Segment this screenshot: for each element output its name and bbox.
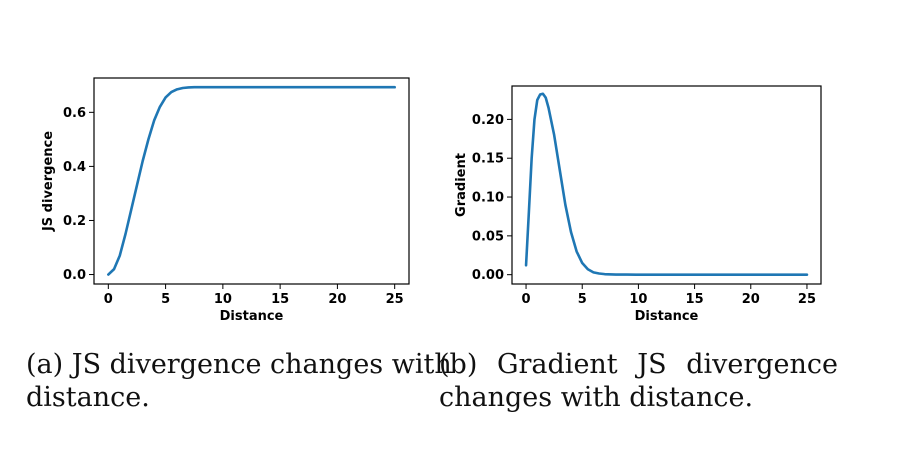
y-tick-label: 0.0 bbox=[63, 268, 86, 283]
x-tick-label: 5 bbox=[578, 292, 587, 307]
x-tick-label: 20 bbox=[328, 292, 346, 307]
y-tick-label: 0.6 bbox=[63, 106, 86, 121]
y-tick-label: 0.05 bbox=[472, 229, 504, 244]
caption-b-line2: changes with distance. bbox=[439, 382, 754, 413]
caption-a: (a) JS divergence changes with distance. bbox=[26, 348, 452, 414]
caption-b-word: JS bbox=[637, 349, 667, 380]
caption-b-word: (b) bbox=[439, 349, 478, 380]
x-tick-label: 20 bbox=[742, 292, 760, 307]
x-tick-label: 10 bbox=[629, 292, 647, 307]
caption-a-line2: distance. bbox=[26, 382, 150, 413]
series-line bbox=[107, 85, 396, 276]
caption-b-word: Gradient bbox=[496, 349, 618, 380]
x-tick-label: 0 bbox=[104, 292, 113, 307]
y-tick-label: 0.20 bbox=[472, 113, 504, 128]
caption-b: (b) Gradient JS divergence changes with … bbox=[439, 348, 849, 414]
y-tick-label: 0.10 bbox=[472, 191, 504, 206]
plot-frame bbox=[93, 77, 410, 285]
y-axis-label: Gradient bbox=[454, 153, 469, 217]
caption-b-line1: (b) Gradient JS divergence bbox=[439, 348, 838, 381]
y-axis-label: JS divergence bbox=[41, 131, 56, 232]
plot-frame bbox=[511, 85, 822, 285]
y-tick-label: 0.4 bbox=[63, 160, 86, 175]
series-line bbox=[524, 92, 809, 276]
x-tick-label: 25 bbox=[798, 292, 816, 307]
x-tick-label: 25 bbox=[386, 292, 404, 307]
x-tick-label: 0 bbox=[522, 292, 531, 307]
caption-b-word: divergence bbox=[686, 349, 838, 380]
y-tick-label: 0.2 bbox=[63, 214, 86, 229]
x-tick-label: 5 bbox=[161, 292, 170, 307]
chart-gradient: 0 5 10 15 20 25 0.00 0.05 0.10 0.15 0.20 Distance Gr… bbox=[454, 85, 822, 324]
x-tick-label: 10 bbox=[214, 292, 232, 307]
y-tick-label: 0.00 bbox=[472, 268, 504, 283]
x-tick-label: 15 bbox=[686, 292, 704, 307]
chart-js-divergence: 0 5 10 15 20 25 0.0 0.2 0.4 0.6 Distance JS diverge… bbox=[41, 77, 410, 324]
y-tick-label: 0.15 bbox=[472, 152, 504, 167]
x-axis-label: Distance bbox=[220, 309, 284, 324]
caption-a-line1: (a) JS divergence changes with bbox=[26, 349, 452, 380]
x-tick-label: 15 bbox=[271, 292, 289, 307]
x-axis-label: Distance bbox=[635, 309, 699, 324]
